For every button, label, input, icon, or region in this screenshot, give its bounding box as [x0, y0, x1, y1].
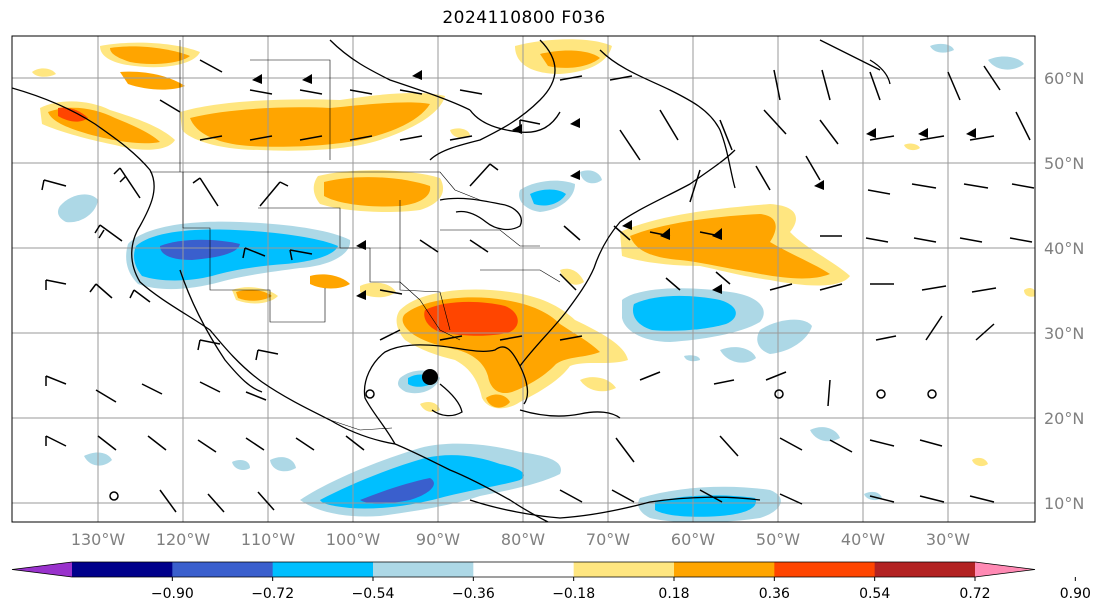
lon-label: 120°W — [156, 530, 211, 549]
lat-label: 50°N — [1044, 154, 1084, 173]
lat-label: 30°N — [1044, 324, 1084, 343]
lon-label: 60°W — [671, 530, 715, 549]
longitude-axis: 130°W 120°W 110°W 100°W 90°W 80°W 70°W 6… — [71, 530, 970, 549]
lat-label: 60°N — [1044, 69, 1084, 88]
colorbar-extend-high — [975, 562, 1035, 577]
colorbar-swatch — [72, 562, 173, 577]
colorbar-tick-label: 0.72 — [959, 586, 990, 602]
colorbar-outline — [11, 561, 1036, 578]
colorbar-swatch — [172, 562, 274, 577]
colorbar-tick-label: −0.18 — [552, 586, 595, 602]
colorbar-swatch — [573, 562, 675, 577]
map-body — [12, 36, 1035, 522]
storm-center-marker — [422, 369, 438, 385]
colorbar-tick-label: 0.36 — [759, 586, 790, 602]
lat-label: 10°N — [1044, 494, 1084, 513]
colorbar-extend-low — [12, 562, 72, 577]
calm-wind-circles — [109, 389, 937, 501]
colorbar-swatch — [774, 562, 876, 577]
colorbar-swatch — [674, 562, 775, 577]
lon-label: 70°W — [586, 530, 630, 549]
colorbar-tick-label: −0.36 — [452, 586, 495, 602]
colorbar-tick-label: −0.90 — [151, 586, 194, 602]
colorbar-swatch — [473, 562, 575, 577]
latitude-axis: 60°N 50°N 40°N 30°N 20°N 10°N — [1044, 69, 1084, 513]
lon-label: 30°W — [926, 530, 970, 549]
lat-label: 20°N — [1044, 409, 1084, 428]
lon-label: 90°W — [416, 530, 460, 549]
wind-flags — [252, 70, 976, 300]
colorbar-swatch — [874, 562, 976, 577]
lon-label: 130°W — [71, 530, 126, 549]
colorbar-swatch — [272, 562, 374, 577]
map-frame — [11, 35, 1036, 523]
lon-label: 100°W — [326, 530, 381, 549]
colorbar-tick-label: −0.54 — [352, 586, 395, 602]
lat-label: 40°N — [1044, 239, 1084, 258]
colorbar-tick-label: 0.18 — [658, 586, 689, 602]
wind-barbs — [41, 59, 1035, 513]
lon-label: 50°W — [756, 530, 800, 549]
lon-label: 40°W — [841, 530, 885, 549]
colorbar-tick-label: −0.72 — [251, 586, 294, 602]
negative-anomaly-fields — [58, 43, 1024, 522]
positive-anomaly-fields — [32, 39, 1035, 467]
lon-label: 110°W — [241, 530, 296, 549]
colorbar-tick-label: 0.90 — [1060, 586, 1091, 602]
colorbar-tick-label: 0.54 — [859, 586, 890, 602]
colorbar: −0.90 −0.72 −0.54 −0.36 −0.18 0.18 0.36 0.54 0.7… — [11, 561, 1091, 602]
colorbar-swatch — [373, 562, 474, 577]
lon-label: 80°W — [501, 530, 545, 549]
map-title: 2024110800 F036 — [442, 8, 606, 28]
political-borders — [150, 40, 561, 431]
